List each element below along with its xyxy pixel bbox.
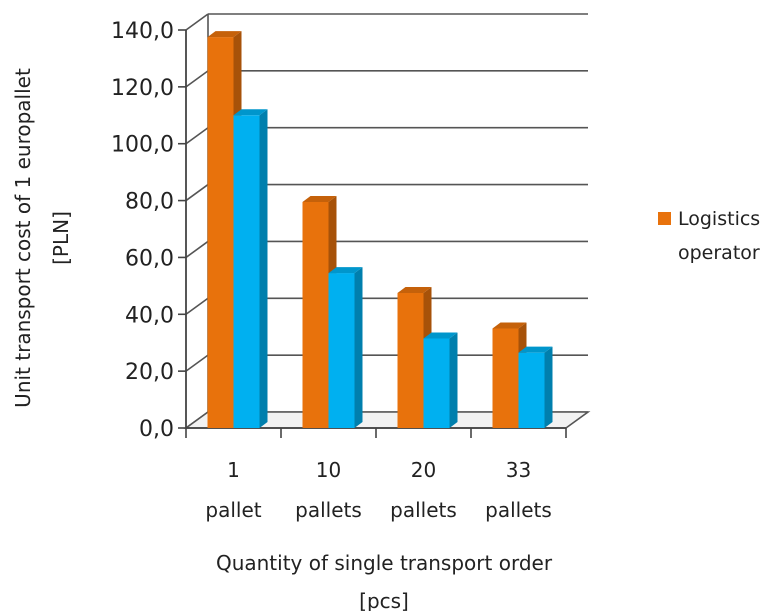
bar bbox=[423, 338, 450, 428]
bar-top bbox=[233, 109, 268, 116]
y-tick-label: 0,0 bbox=[139, 417, 174, 442]
y-axis-title: Unit transport cost of 1 europallet bbox=[11, 68, 35, 408]
legend: Logistics operator bbox=[658, 208, 760, 264]
x-category-label: pallets bbox=[295, 498, 362, 522]
bar bbox=[518, 352, 545, 428]
bar-side bbox=[544, 346, 553, 428]
bar-layer bbox=[207, 31, 553, 429]
y-tick-label: 140,0 bbox=[111, 19, 174, 44]
x-category-label: 10 bbox=[316, 458, 341, 482]
side-wall-gridline bbox=[185, 297, 209, 315]
x-category-label: pallet bbox=[205, 498, 261, 522]
bar-top bbox=[328, 267, 363, 274]
bar-side bbox=[259, 109, 268, 429]
side-wall-gridline bbox=[185, 127, 209, 145]
bar-top bbox=[518, 346, 553, 353]
y-tick-label: 20,0 bbox=[125, 360, 174, 385]
side-wall-gridline bbox=[185, 240, 209, 259]
x-category-label: 20 bbox=[411, 458, 436, 482]
bar-side bbox=[354, 267, 363, 428]
bar bbox=[492, 328, 519, 428]
y-tick-label: 120,0 bbox=[111, 76, 174, 101]
x-category-label: pallets bbox=[485, 498, 552, 522]
bar bbox=[302, 201, 329, 428]
bar-top bbox=[207, 31, 242, 38]
y-tick-label: 40,0 bbox=[125, 303, 174, 328]
legend-swatch bbox=[658, 212, 671, 225]
legend-label: Logistics bbox=[678, 208, 760, 230]
label-layer: 0,0 20,0 40,0 60,0 80,0 100,0 120,0 140,0 1 palle… bbox=[11, 19, 553, 613]
legend-label: operator bbox=[678, 242, 760, 264]
y-tick-label: 80,0 bbox=[125, 190, 174, 215]
side-wall-gridline bbox=[185, 354, 209, 372]
y-tick-label: 100,0 bbox=[111, 133, 174, 158]
y-axis-title: [PLN] bbox=[49, 211, 73, 265]
x-axis-title: Quantity of single transport order bbox=[216, 551, 553, 575]
bar-side bbox=[449, 332, 458, 428]
bar-top bbox=[397, 286, 432, 293]
x-category-label: 33 bbox=[506, 458, 531, 482]
bar-top bbox=[302, 195, 337, 202]
side-wall-gridline bbox=[185, 13, 209, 31]
bar bbox=[233, 115, 260, 429]
x-axis-title: [pcs] bbox=[359, 589, 409, 611]
bar-top bbox=[423, 332, 458, 339]
bar bbox=[397, 292, 424, 428]
side-wall-gridline bbox=[185, 70, 209, 88]
x-category-label: pallets bbox=[390, 498, 457, 522]
x-category-label: 1 bbox=[227, 458, 240, 482]
bar bbox=[207, 37, 234, 428]
bar-top bbox=[492, 322, 527, 329]
side-wall-gridline bbox=[185, 183, 209, 202]
bar bbox=[328, 273, 355, 428]
y-tick-label: 60,0 bbox=[125, 246, 174, 271]
